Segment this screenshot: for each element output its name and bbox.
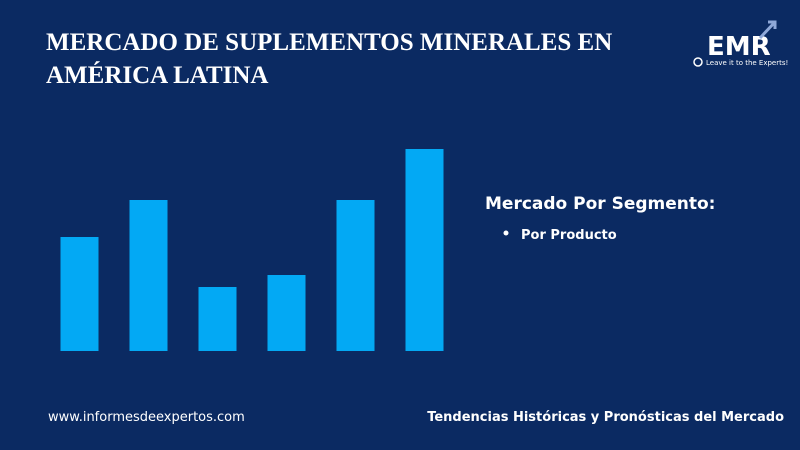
bar [405,149,444,351]
bar [198,287,237,351]
bar [267,275,306,351]
logo-tagline: Leave it to the Experts! [706,59,788,67]
chart-title: MERCADO DE SUPLEMENTOS MINERALES EN [46,29,612,56]
chart-title: AMÉRICA LATINA [46,61,268,89]
legend-heading: Mercado Por Segmento: [485,194,715,214]
logo-arrow [758,20,777,40]
logo: EMR Leave it to the Experts! [693,20,788,67]
footer-right: Tendencias Históricas y Pronósticas del … [427,410,784,425]
bar [336,200,375,351]
logo-dot [693,57,703,67]
bullet [503,230,509,236]
bar [129,200,168,351]
bar [60,237,99,351]
footer-left: www.informesdeexpertos.com [48,410,245,425]
legend-item: Por Producto [521,228,617,243]
